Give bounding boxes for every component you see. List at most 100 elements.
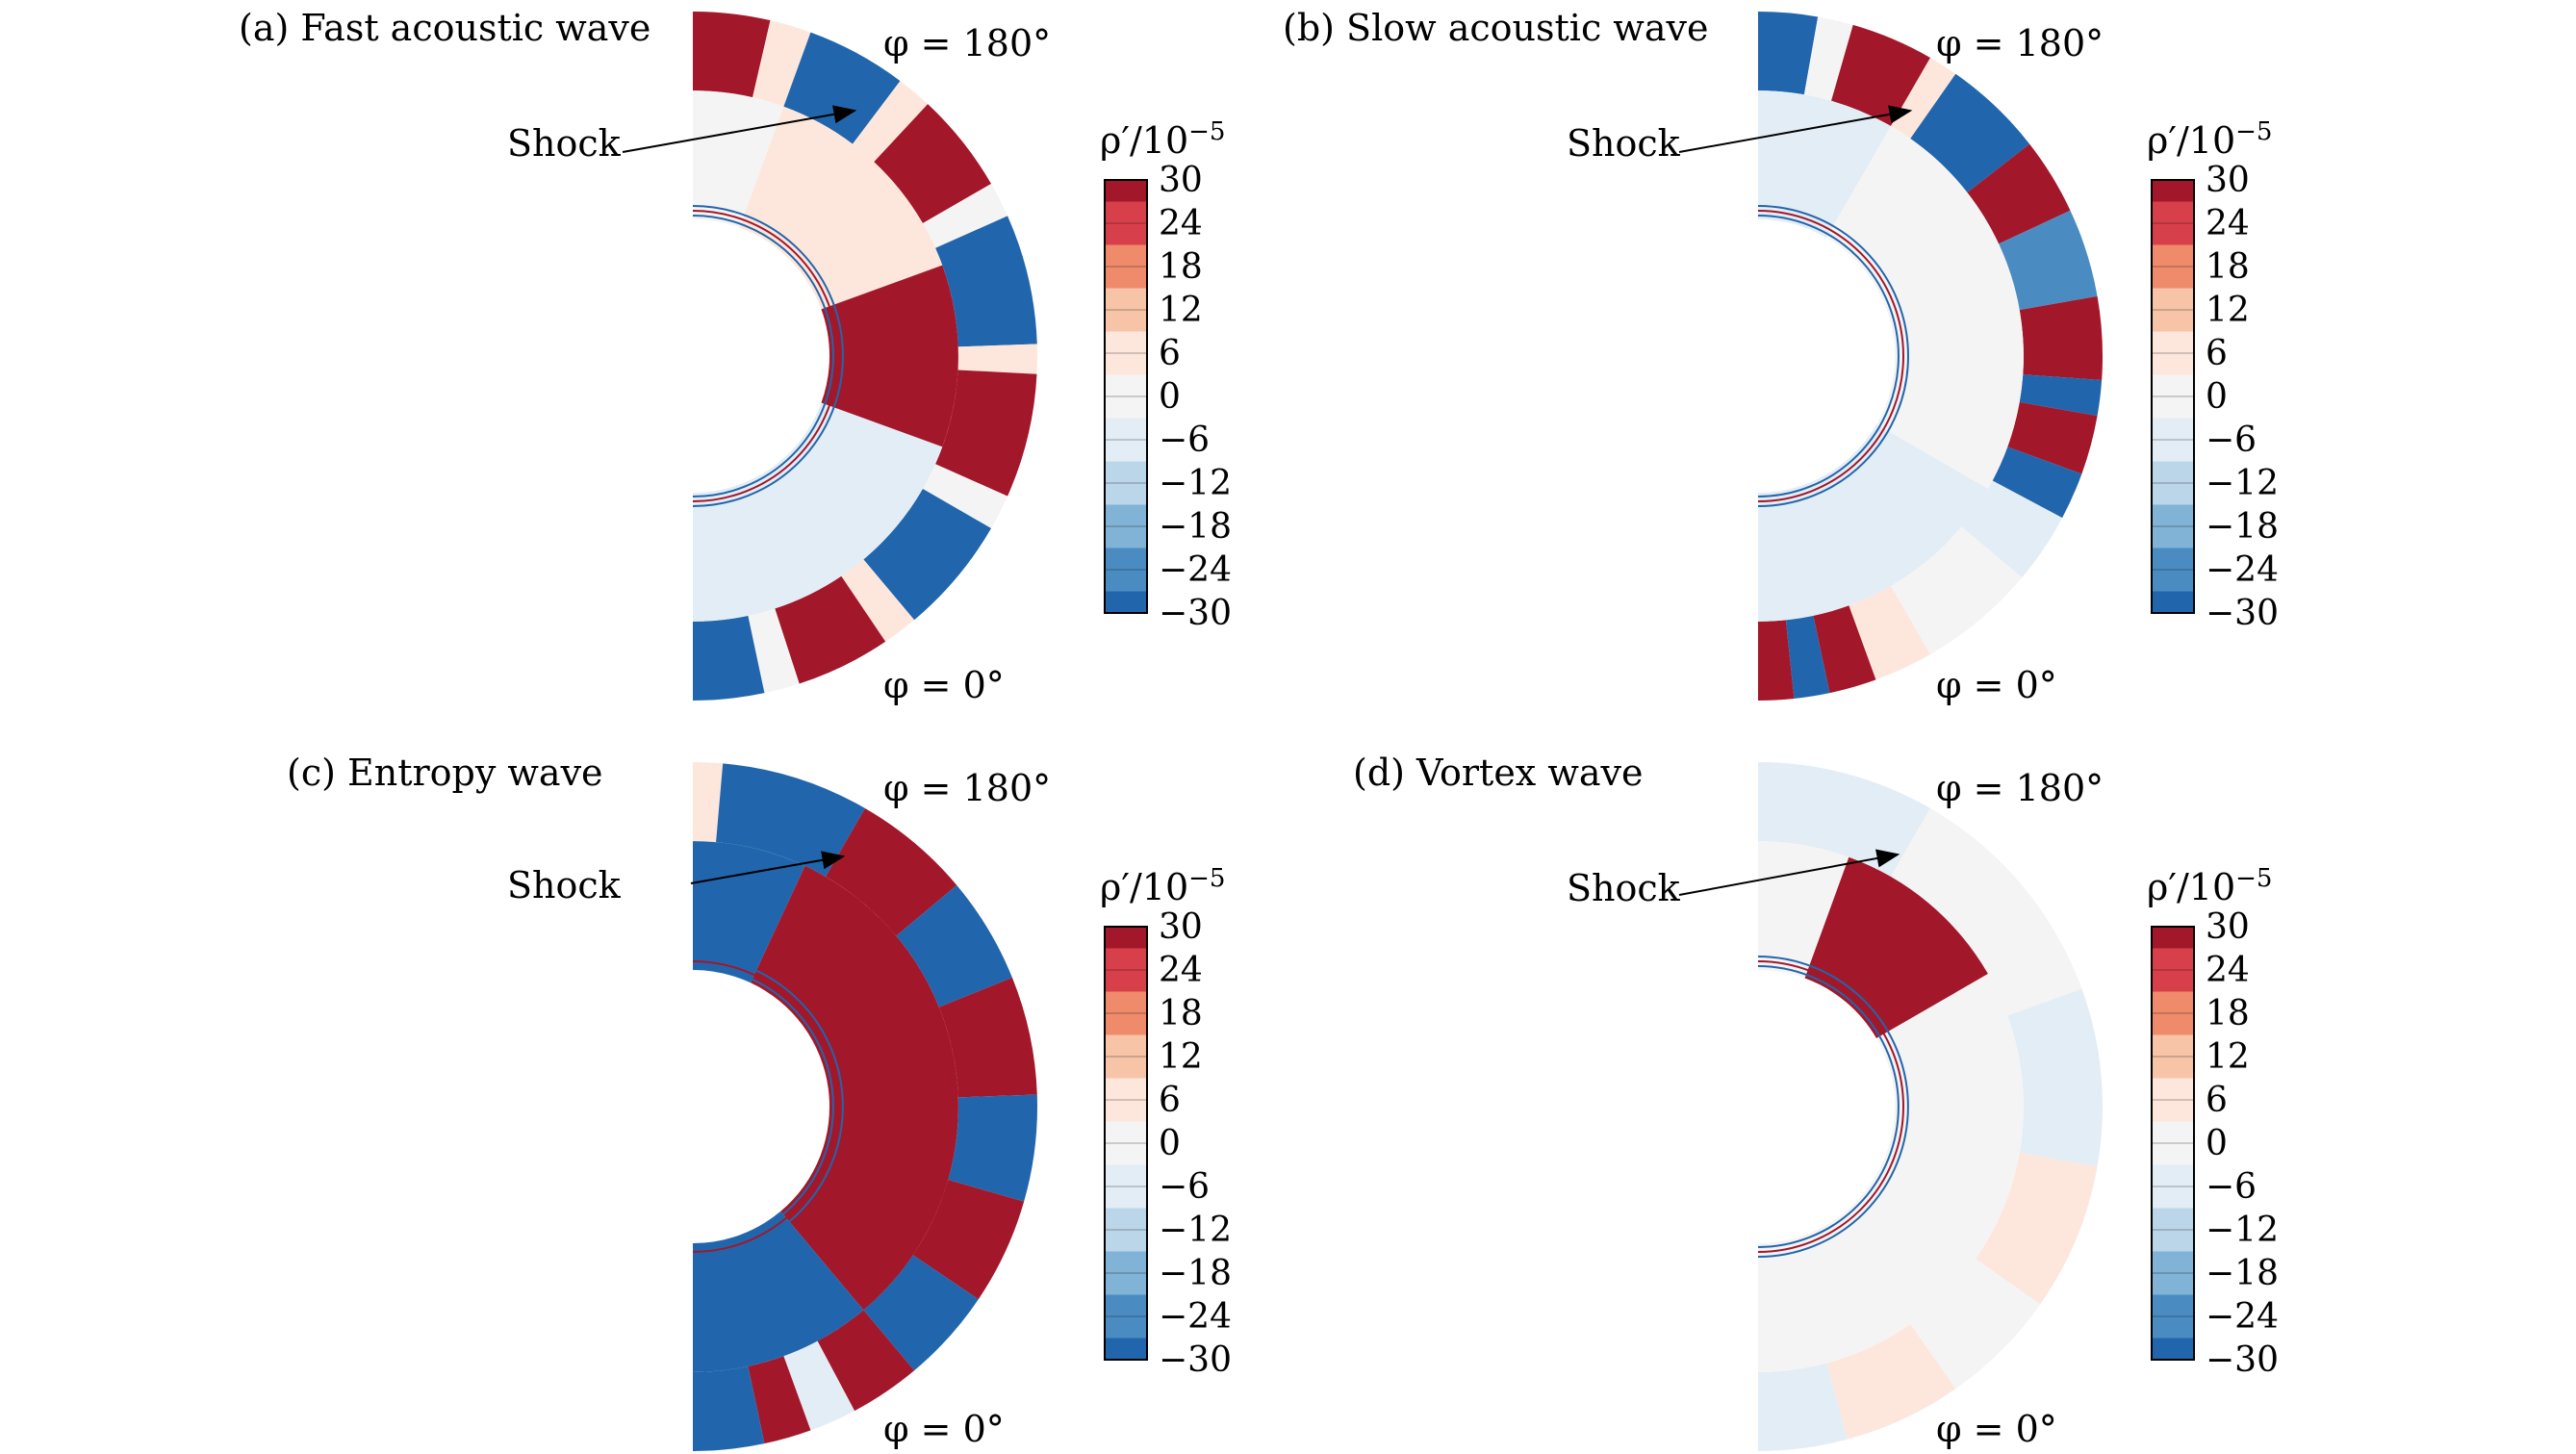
contour-band: [1758, 762, 1930, 878]
boundary-layer-ring: [692, 205, 844, 507]
contour-band: [1831, 24, 1930, 127]
contour-band: [1976, 1152, 2098, 1305]
colorbar-tick-label: 12: [1159, 1037, 1203, 1077]
boundary-layer-ring: [692, 960, 839, 1253]
colorbar-tick-label: 0: [1159, 377, 1181, 417]
contour-band: [874, 104, 992, 224]
colorbar-b: 30 24 18 12 6 0 −6 −12 −18−24 −30 ρ′/10−5: [2147, 117, 2279, 633]
boundary-layer-ring: [1757, 205, 1909, 507]
colorbar-swatch: [2152, 331, 2194, 375]
colorbar-tick-label: 6: [2206, 1081, 2228, 1120]
contour-band: [1803, 16, 1853, 101]
contour-band-inner: [693, 402, 943, 622]
colorbar-swatch: [2152, 1034, 2194, 1079]
contour-band: [948, 1094, 1037, 1202]
colorbar-swatch: [1105, 201, 1147, 245]
contour-band: [1910, 73, 2030, 193]
colorbar-swatch: [1105, 548, 1147, 592]
contour-band-inner: [1826, 126, 2024, 489]
contour-band: [752, 20, 811, 107]
phi-top-label-b: φ = 180°: [1936, 22, 2104, 64]
phi-bottom-label-d: φ = 0°: [1936, 1408, 2057, 1450]
colorbar-tick-label: −6: [1159, 421, 1210, 460]
panel-a: (a) Fast acoustic wave φ = 180° φ = 0° S…: [239, 7, 1232, 706]
panel-b: (b) Slow acoustic wave φ = 180° φ = 0° S…: [1283, 7, 2279, 706]
colorbar-tick-label: 6: [1159, 1081, 1181, 1120]
colorbar-tick-label: 18: [2206, 247, 2250, 287]
colorbar-swatch: [1105, 1164, 1147, 1209]
contour-band: [2007, 401, 2098, 474]
boundary-layer-ring: [1757, 956, 1909, 1258]
colorbar-swatch: [2152, 244, 2194, 289]
colorbar-d: 30 24 18 12 6 0 −6 −12 −18 −24−30 ρ′/10−5: [2147, 864, 2279, 1380]
colorbar-swatch: [2152, 201, 2194, 245]
contour-band-inner: [1758, 974, 2024, 1372]
contour-field-b: [1757, 12, 2104, 701]
colorbar-swatch: [2152, 948, 2194, 992]
phi-top-label-c: φ = 180°: [883, 767, 1051, 809]
colorbar-swatch: [2152, 1121, 2194, 1165]
colorbar-frame: [1104, 926, 1148, 1361]
colorbar-tick-label: 18: [1159, 994, 1203, 1033]
contour-band: [938, 977, 1037, 1098]
colorbar-swatch: [2152, 1208, 2194, 1252]
contour-band: [716, 763, 865, 878]
colorbar-tick-label: −12: [1159, 1211, 1232, 1250]
contour-band: [1758, 12, 1819, 95]
colorbar-swatch: [1105, 591, 1147, 613]
colorbar-swatch: [1105, 288, 1147, 332]
contour-band: [748, 608, 800, 694]
contour-band: [912, 1180, 1025, 1300]
colorbar-tick-label: −18: [1159, 1254, 1232, 1293]
contour-band: [957, 344, 1037, 374]
colorbar-tick-label: −6: [2206, 1167, 2257, 1207]
colorbar-swatch: [2152, 548, 2194, 592]
colorbar-swatch: [2152, 288, 2194, 332]
colorbar-tick-label: −30: [2206, 1340, 2279, 1380]
contour-band: [1992, 446, 2082, 519]
contour-band: [1967, 143, 2071, 244]
boundary-layer-ring: [1757, 210, 1904, 502]
contour-band: [1961, 480, 2063, 578]
contour-band: [935, 370, 1037, 497]
contour-band: [1826, 1324, 1956, 1440]
contour-field-a: [692, 12, 1037, 701]
shock-arrow-c: [690, 851, 846, 884]
boundary-layer-ring: [692, 956, 844, 1258]
shock-label-a: Shock: [507, 122, 622, 165]
contour-band-inner: [1758, 424, 1988, 622]
colorbar-tick-label: 0: [2206, 377, 2228, 417]
colorbar-swatch: [1105, 1208, 1147, 1252]
boundary-layer-ring: [692, 215, 834, 497]
contour-band: [1758, 620, 1795, 701]
shock-label-d: Shock: [1567, 867, 1681, 909]
shock-arrow-d: [1678, 849, 1900, 896]
colorbar-tick-label: 12: [1159, 291, 1203, 330]
colorbar-tick-label: −24: [1159, 550, 1232, 590]
colorbar-tick-label: −6: [2206, 421, 2257, 460]
boundary-layer-ring: [1757, 965, 1900, 1248]
colorbar-title-d: ρ′/10−5: [2147, 864, 2272, 908]
colorbar-tick-label: −24: [2206, 1297, 2279, 1337]
phi-bottom-label-a: φ = 0°: [883, 664, 1005, 706]
contour-band: [783, 32, 901, 144]
colorbar-swatch: [1105, 1338, 1147, 1360]
colorbar-tick-label: −12: [2206, 1211, 2279, 1250]
shock-label-b: Shock: [1567, 122, 1681, 165]
colorbar-swatch: [2152, 180, 2194, 202]
phi-top-label-a: φ = 180°: [883, 22, 1051, 64]
contour-band-inner: [739, 106, 943, 310]
colorbar-swatch: [1105, 1078, 1147, 1122]
contour-band: [1785, 615, 1830, 700]
colorbar-swatch: [1105, 244, 1147, 289]
panel-c: (c) Entropy wave φ = 180° φ = 0° Shock 3…: [287, 752, 1232, 1451]
contour-band-inner: [1758, 90, 1891, 239]
contour-band: [1999, 210, 2098, 311]
colorbar-swatch: [1105, 1034, 1147, 1079]
contour-band: [863, 488, 992, 621]
colorbar-tick-label: 0: [1159, 1124, 1181, 1163]
contour-band: [693, 762, 724, 843]
colorbar-swatch: [1105, 1294, 1147, 1339]
colorbar-tick-label: −24: [1159, 1297, 1232, 1337]
